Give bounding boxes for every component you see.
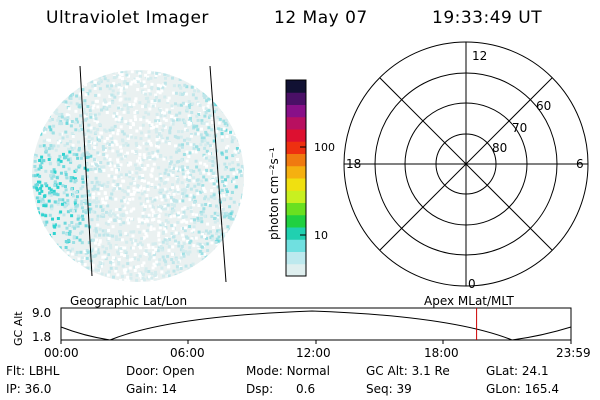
status-gc-alt: GC Alt: 3.1 Re xyxy=(366,364,450,378)
colorbar-segment xyxy=(286,178,306,191)
timeline-xlabel-1: 06:00 xyxy=(170,346,205,360)
timeline-ytick-1-8: 1.8 xyxy=(32,330,51,344)
timeline-ytick-9: 9.0 xyxy=(32,306,51,320)
altitude-curve xyxy=(60,310,572,341)
timeline-xlabel-0: 00:00 xyxy=(44,346,79,360)
status-dsp: Dsp: 0.6 xyxy=(246,382,316,396)
polar-diagonal-2 xyxy=(379,77,553,251)
terminator-line-right xyxy=(209,65,227,283)
time-label: 19:33:49 UT xyxy=(432,8,543,28)
colorbar-segment xyxy=(286,129,306,142)
polar-grid xyxy=(343,41,589,287)
status-mode: Mode: Normal xyxy=(246,364,330,378)
status-door: Door: Open xyxy=(126,364,195,378)
timeline-right-title: Apex MLat/MLT xyxy=(424,294,514,308)
colorbar-segment xyxy=(286,227,306,240)
timeline-xlabel-3: 18:00 xyxy=(424,346,459,360)
colorbar-segment xyxy=(286,239,306,252)
status-glat: GLat: 24.1 xyxy=(486,364,549,378)
timeline-left-title: Geographic Lat/Lon xyxy=(70,294,187,308)
timeline-frame xyxy=(60,307,572,341)
status-ip: IP: 36.0 xyxy=(6,382,52,396)
colorbar-segment xyxy=(286,104,306,118)
colorbar-segment xyxy=(286,80,306,93)
timeline-panel: Geographic Lat/Lon Apex MLat/MLT GC Alt … xyxy=(12,294,591,360)
colorbar-segment xyxy=(286,251,306,265)
mlt-label-18: 18 xyxy=(346,157,361,171)
lat-label-60: 60 xyxy=(536,99,551,113)
date-label: 12 May 07 xyxy=(274,8,368,28)
uv-image-disc xyxy=(32,65,244,283)
status-glon: GLon: 165.4 xyxy=(486,382,559,396)
lat-label-80: 80 xyxy=(492,141,507,155)
colorbar-segment xyxy=(286,190,306,203)
polar-labels: 12 18 6 0 60 70 80 xyxy=(346,49,584,291)
colorbar-segment xyxy=(286,153,306,167)
timeline-xlabel-2: 12:00 xyxy=(296,346,331,360)
colorbar-segment xyxy=(286,165,306,179)
mlt-label-6: 6 xyxy=(576,157,584,171)
mlt-label-12: 12 xyxy=(472,49,487,63)
instrument-title: Ultraviolet Imager xyxy=(46,8,209,28)
colorbar-unit-label: photon cm⁻²s⁻¹ xyxy=(267,147,281,240)
colorbar-segment xyxy=(286,263,306,277)
colorbar-frame xyxy=(285,79,307,277)
colorbar-segment xyxy=(286,202,306,216)
colorbar: 100 10 photon cm⁻²s⁻¹ xyxy=(267,79,335,277)
mlt-label-0: 0 xyxy=(468,277,476,291)
colorbar-segment xyxy=(286,214,306,228)
status-gain: Gain: 14 xyxy=(126,382,177,396)
colorbar-tick-label-10: 10 xyxy=(314,229,328,242)
timeline-axis-label: GC Alt xyxy=(12,311,25,346)
lat-label-70: 70 xyxy=(512,121,527,135)
colorbar-tick-label-100: 100 xyxy=(314,141,335,154)
colorbar-segment xyxy=(286,116,306,130)
colorbar-segment xyxy=(286,92,306,105)
status-seq: Seq: 39 xyxy=(366,382,412,396)
terminator-line-left xyxy=(79,65,93,277)
status-flt: Flt: LBHL xyxy=(6,364,60,378)
timeline-xlabel-4: 23:59 xyxy=(556,346,591,360)
colorbar-segment xyxy=(286,141,306,154)
